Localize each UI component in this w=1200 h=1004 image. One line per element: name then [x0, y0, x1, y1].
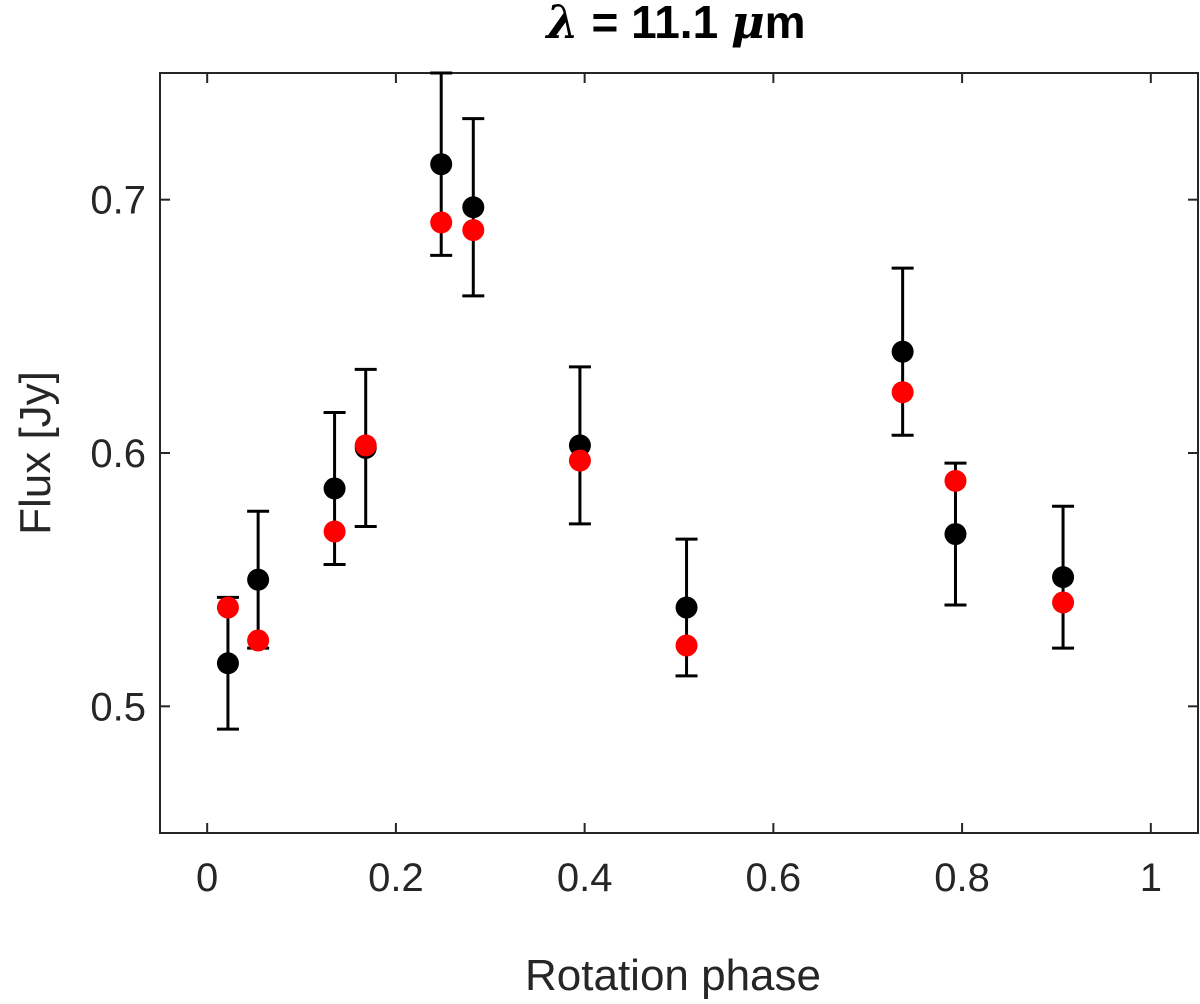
x-tick-label: 0.6: [746, 856, 802, 900]
observed-point: [247, 568, 270, 591]
model-point: [430, 211, 453, 234]
series-observed: [216, 71, 1075, 731]
observed-point: [568, 434, 591, 457]
observed-point: [462, 196, 485, 219]
x-axis-ticks: 0 0.2 0.4 0.6 0.8 1: [196, 73, 1162, 900]
model-point: [1052, 591, 1075, 614]
model-point: [891, 381, 914, 404]
x-tick-label: 0.2: [368, 856, 424, 900]
model-point: [216, 596, 239, 619]
observed-point: [216, 652, 239, 675]
observed-point: [1052, 566, 1075, 589]
y-tick-label: 0.6: [90, 432, 146, 476]
observed-point: [323, 477, 346, 500]
y-tick-label: 0.5: [90, 685, 146, 729]
observed-point: [430, 153, 453, 176]
observed-point: [675, 596, 698, 619]
x-tick-label: 0: [196, 856, 218, 900]
y-axis-label: Flux [Jy]: [11, 371, 60, 535]
series-layer: [216, 71, 1075, 731]
model-point: [462, 219, 485, 242]
y-tick-label: 0.7: [90, 179, 146, 223]
title-unit: m: [765, 0, 806, 48]
plot-frame: [159, 72, 1199, 834]
y-axis-ticks: 0.5 0.6 0.7: [90, 179, 1198, 729]
model-point: [568, 449, 591, 472]
title-lambda: λ: [544, 0, 578, 49]
x-axis-label: Rotation phase: [525, 951, 821, 1000]
x-tick-label: 0.4: [557, 856, 613, 900]
model-point: [944, 469, 967, 492]
model-point: [675, 634, 698, 657]
model-point: [247, 629, 270, 652]
model-point: [354, 434, 377, 457]
model-point: [323, 520, 346, 543]
title-mu: μ: [731, 0, 765, 49]
chart-title: λ = 11.1 μm: [544, 0, 805, 49]
observed-point: [891, 340, 914, 363]
series-model: [216, 211, 1075, 657]
x-tick-label: 0.8: [934, 856, 990, 900]
observed-point: [944, 523, 967, 546]
x-tick-label: 1: [1140, 856, 1162, 900]
title-value: = 11.1: [579, 0, 731, 48]
